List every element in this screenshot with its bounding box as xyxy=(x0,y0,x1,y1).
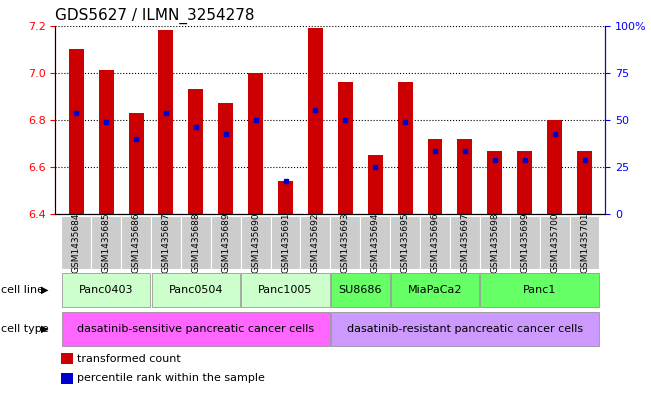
Bar xyxy=(480,273,599,307)
Text: ▶: ▶ xyxy=(41,285,49,295)
Bar xyxy=(61,353,73,364)
Text: GSM1435687: GSM1435687 xyxy=(161,212,171,273)
Bar xyxy=(510,216,540,269)
Bar xyxy=(61,373,73,384)
Text: Panc0403: Panc0403 xyxy=(79,285,133,295)
Text: GSM1435695: GSM1435695 xyxy=(400,212,409,273)
Bar xyxy=(248,73,263,214)
Text: SU8686: SU8686 xyxy=(339,285,382,295)
Bar xyxy=(188,89,203,214)
Bar xyxy=(420,216,450,269)
Bar xyxy=(211,216,241,269)
Text: GSM1435684: GSM1435684 xyxy=(72,213,81,273)
Bar xyxy=(62,312,330,346)
Bar xyxy=(99,70,114,214)
Bar xyxy=(308,28,323,214)
Bar xyxy=(301,216,331,269)
Bar xyxy=(570,216,600,269)
Text: GSM1435701: GSM1435701 xyxy=(580,212,589,273)
Bar xyxy=(331,312,599,346)
Bar xyxy=(398,82,413,214)
Text: GSM1435688: GSM1435688 xyxy=(191,212,201,273)
Bar xyxy=(577,151,592,214)
Text: dasatinib-sensitive pancreatic cancer cells: dasatinib-sensitive pancreatic cancer ce… xyxy=(77,324,314,334)
Text: Panc0504: Panc0504 xyxy=(169,285,223,295)
Bar xyxy=(91,216,121,269)
Bar xyxy=(181,216,211,269)
Text: GSM1435698: GSM1435698 xyxy=(490,212,499,273)
Text: transformed count: transformed count xyxy=(77,354,181,364)
Text: dasatinib-resistant pancreatic cancer cells: dasatinib-resistant pancreatic cancer ce… xyxy=(347,324,583,334)
Bar xyxy=(547,120,562,214)
Bar xyxy=(390,216,420,269)
Bar xyxy=(540,216,570,269)
Bar xyxy=(69,49,84,214)
Text: GDS5627 / ILMN_3254278: GDS5627 / ILMN_3254278 xyxy=(55,8,255,24)
Bar xyxy=(151,216,181,269)
Bar xyxy=(338,82,353,214)
Bar xyxy=(218,103,233,214)
Text: GSM1435689: GSM1435689 xyxy=(221,212,230,273)
Bar xyxy=(152,273,240,307)
Bar xyxy=(458,139,473,214)
Bar xyxy=(242,273,330,307)
Bar xyxy=(391,273,479,307)
Bar xyxy=(450,216,480,269)
Text: ▶: ▶ xyxy=(41,324,49,334)
Text: cell type: cell type xyxy=(1,324,49,334)
Bar xyxy=(61,216,91,269)
Bar xyxy=(331,216,360,269)
Bar xyxy=(488,151,503,214)
Bar xyxy=(331,273,389,307)
Bar xyxy=(278,181,293,214)
Text: Panc1005: Panc1005 xyxy=(258,285,312,295)
Bar xyxy=(158,30,173,214)
Text: GSM1435697: GSM1435697 xyxy=(460,212,469,273)
Bar xyxy=(62,273,150,307)
Text: GSM1435693: GSM1435693 xyxy=(341,212,350,273)
Bar xyxy=(271,216,301,269)
Text: GSM1435696: GSM1435696 xyxy=(430,212,439,273)
Bar xyxy=(518,151,532,214)
Text: MiaPaCa2: MiaPaCa2 xyxy=(408,285,462,295)
Text: GSM1435685: GSM1435685 xyxy=(102,212,111,273)
Text: Panc1: Panc1 xyxy=(523,285,557,295)
Text: GSM1435699: GSM1435699 xyxy=(520,212,529,273)
Bar xyxy=(129,113,143,214)
Text: GSM1435700: GSM1435700 xyxy=(550,212,559,273)
Text: GSM1435686: GSM1435686 xyxy=(132,212,141,273)
Text: cell line: cell line xyxy=(1,285,44,295)
Text: percentile rank within the sample: percentile rank within the sample xyxy=(77,373,265,384)
Text: GSM1435694: GSM1435694 xyxy=(370,213,380,273)
Text: GSM1435690: GSM1435690 xyxy=(251,212,260,273)
Bar xyxy=(368,155,383,214)
Bar xyxy=(480,216,510,269)
Bar xyxy=(360,216,390,269)
Bar xyxy=(241,216,271,269)
Bar xyxy=(121,216,151,269)
Text: GSM1435692: GSM1435692 xyxy=(311,213,320,273)
Text: GSM1435691: GSM1435691 xyxy=(281,212,290,273)
Bar xyxy=(428,139,443,214)
